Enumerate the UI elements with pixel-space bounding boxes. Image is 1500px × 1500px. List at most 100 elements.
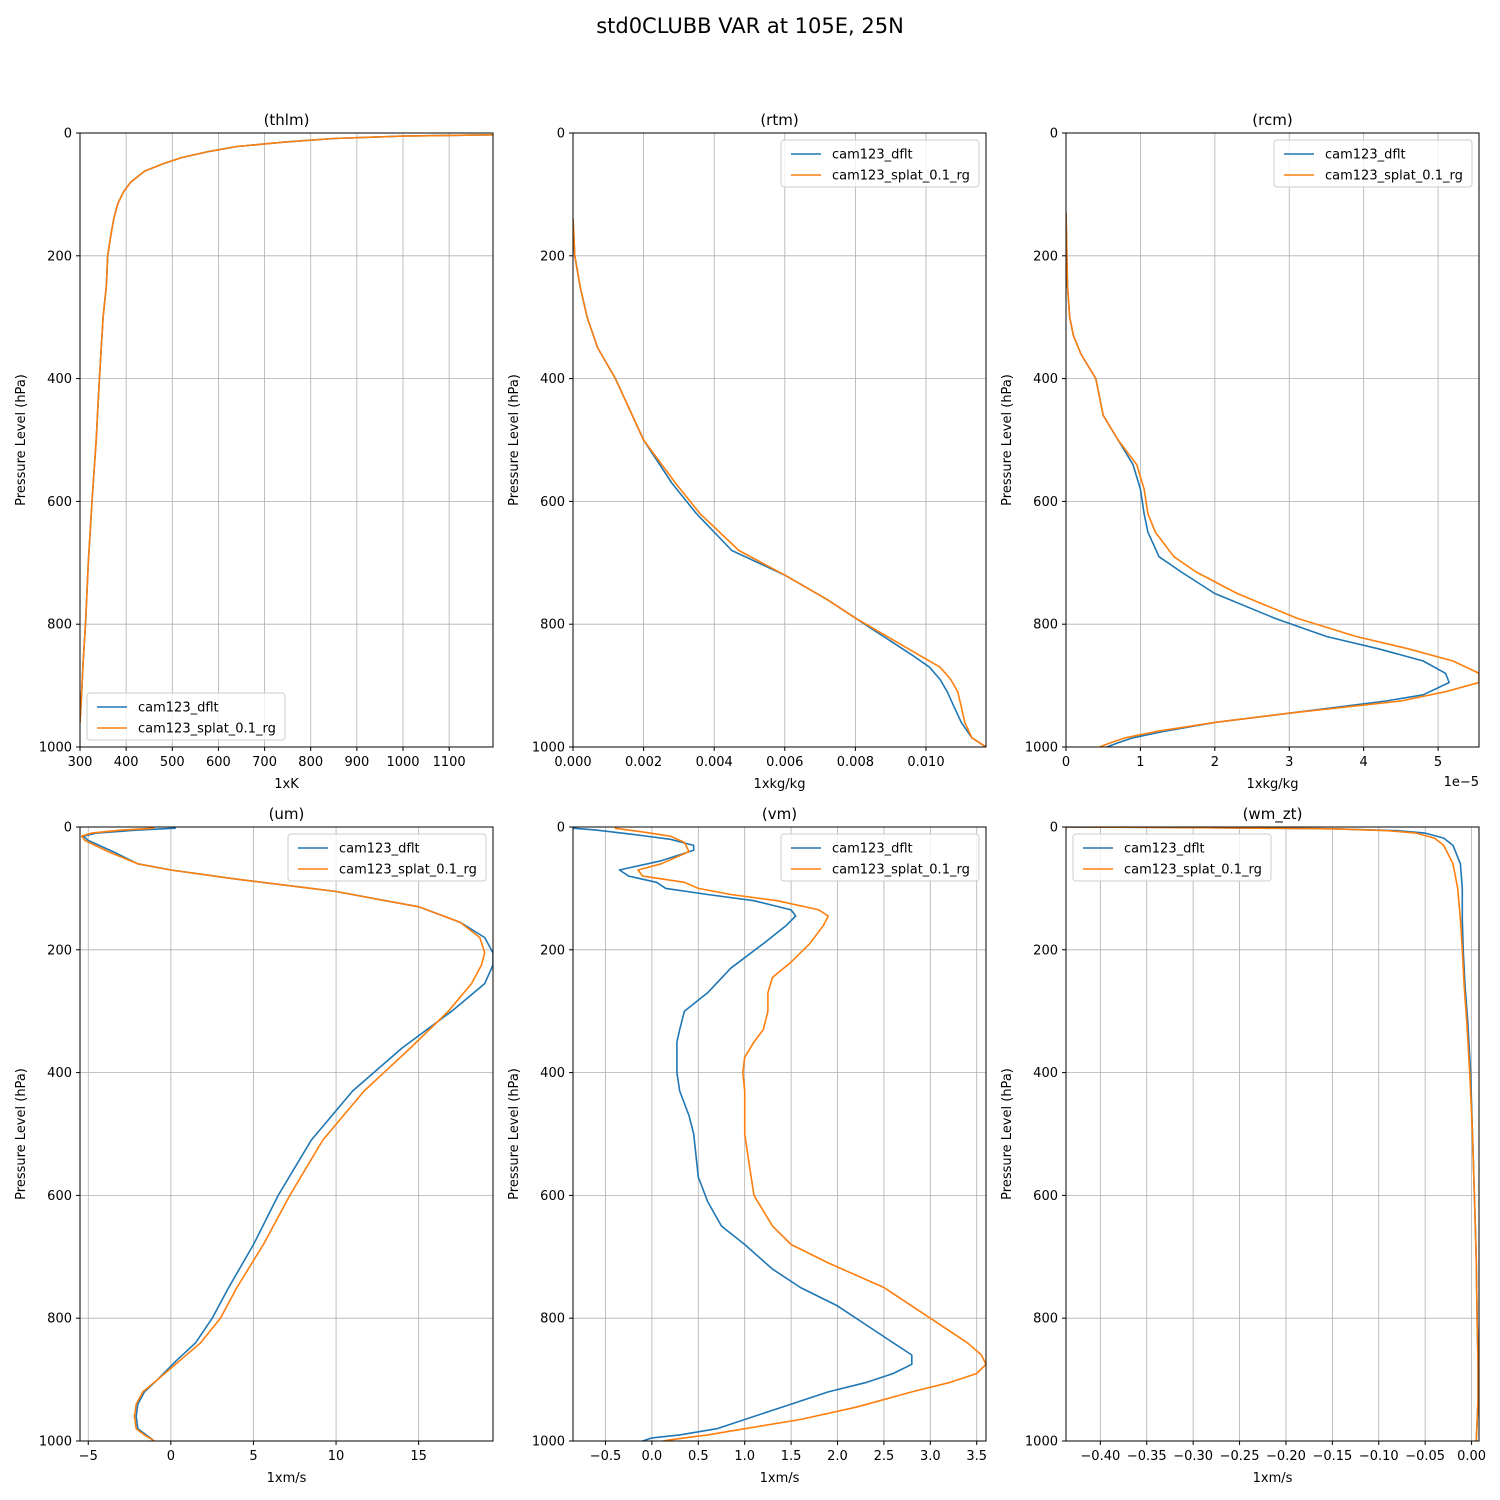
x-tick-label: 1 [1136,755,1144,770]
y-tick-label: 400 [1033,372,1058,387]
x-tick-label: 600 [206,755,231,770]
x-axis-label: 1xm/s [267,1471,307,1486]
y-axis-label: Pressure Level (hPa) [1000,374,1015,506]
x-tick-label: 900 [344,755,369,770]
y-tick-label: 200 [1033,249,1058,264]
y-tick-label: 400 [1033,1066,1058,1081]
x-tick-label: 0.0 [642,1449,663,1464]
y-tick-label: 1000 [1025,1435,1058,1450]
y-tick-label: 200 [47,249,72,264]
x-tick-label: 3 [1285,755,1293,770]
x-axis-label: 1xK [274,777,299,792]
legend: cam123_dflt cam123_splat_0.1_rg [780,139,980,188]
x-tick-label: 0.002 [625,755,662,770]
y-tick-label: 600 [47,1189,72,1204]
y-tick-label: 800 [1033,618,1058,633]
y-tick-label: 800 [47,618,72,633]
y-tick-label: 200 [47,943,72,958]
legend-label: cam123_dflt [832,842,913,857]
y-tick-label: 800 [540,1312,565,1327]
legend-box [1273,139,1473,188]
subplot-5: −0.5 0.0 0.5 1.0 1.5 2.0 2.5 3.0 3.5 0 200 400 600 80… [507,805,987,1486]
legend-label: cam123_splat_0.1_rg [1325,169,1463,184]
series-group [1066,827,1479,1441]
x-tick-label: 5 [1434,755,1442,770]
y-tick-label: 600 [1033,495,1058,510]
x-tick-label: −0.40 [1080,1449,1120,1464]
y-tick-label: 400 [540,372,565,387]
x-axis-label: 1xkg/kg [1247,777,1299,792]
series-line-1 [82,827,493,1441]
x-tick-label: 0.5 [688,1449,709,1464]
x-tick-label: −0.15 [1312,1449,1352,1464]
legend-label: cam123_dflt [1325,148,1406,163]
y-tick-label: 0 [1050,127,1058,142]
axes-frame [1065,132,1480,748]
x-tick-label: 0 [167,1449,175,1464]
axes-frame [572,826,987,1442]
legend-label: cam123_dflt [1124,842,1205,857]
legend-label: cam123_dflt [339,842,420,857]
figure-title: std0CLUBB VAR at 105E, 25N [596,14,904,38]
subplot-title: (rtm) [760,111,798,129]
series-line-1 [573,218,986,747]
y-tick-label: 600 [47,495,72,510]
x-tick-label: −0.10 [1359,1449,1399,1464]
x-tick-label: 5 [249,1449,257,1464]
legend-label: cam123_splat_0.1_rg [339,863,477,878]
x-tick-label: 500 [160,755,185,770]
subplot-1: 300 400 500 600 700 800 900 1000 1100 0 200 400 600 8… [14,111,494,792]
y-tick-label: 800 [47,1312,72,1327]
legend-label: cam123_splat_0.1_rg [1124,863,1262,878]
legend-label: cam123_splat_0.1_rg [832,169,970,184]
x-tick-label: 300 [68,755,93,770]
x-tick-label: 2.5 [874,1449,895,1464]
subplot-4: −5 0 5 10 15 0 200 400 600 800 1000 (um) 1xm/s Pressu… [14,805,494,1486]
series-line-1 [573,827,913,1441]
series-group [573,218,986,747]
series-group [80,134,493,723]
x-tick-label: −5 [79,1449,98,1464]
y-tick-label: 0 [64,127,72,142]
series-line-1 [1066,827,1479,1441]
series-group [80,827,493,1441]
y-tick-label: 0 [64,821,72,836]
series-line-1 [80,134,493,723]
x-tick-label: 3.5 [966,1449,987,1464]
x-tick-label: 0.010 [907,755,944,770]
y-axis-label: Pressure Level (hPa) [507,374,522,506]
series-line-1 [1066,212,1450,747]
y-tick-label: 0 [1050,821,1058,836]
x-tick-label: 400 [114,755,139,770]
legend: cam123_dflt cam123_splat_0.1_rg [287,833,487,882]
subplot-title: (thlm) [264,111,310,129]
y-tick-label: 400 [540,1066,565,1081]
y-axis-label: Pressure Level (hPa) [1000,1068,1015,1200]
x-tick-label: 0.000 [554,755,591,770]
x-tick-label: 4 [1360,755,1368,770]
subplot-title: (um) [269,805,305,823]
legend: cam123_dflt cam123_splat_0.1_rg [86,692,286,741]
legend-box [86,692,286,741]
x-tick-label: 800 [298,755,323,770]
x-tick-label: 3.0 [920,1449,941,1464]
y-tick-label: 200 [540,249,565,264]
subplot-title: (rcm) [1252,111,1292,129]
x-tick-label: −0.20 [1266,1449,1306,1464]
subplot-2: 0.000 0.002 0.004 0.006 0.008 0.010 0 200 400 600… [507,111,987,792]
x-tick-label: 1000 [386,755,419,770]
x-tick-label: 0.008 [837,755,874,770]
x-tick-label: −0.05 [1405,1449,1445,1464]
x-tick-label: 700 [252,755,277,770]
legend-box [780,833,980,882]
series-line-2 [80,827,486,1441]
y-tick-label: 800 [1033,1312,1058,1327]
axes-frame [1065,826,1480,1442]
x-tick-label: 0.006 [766,755,803,770]
x-tick-label: −0.35 [1127,1449,1167,1464]
legend-label: cam123_dflt [138,701,219,716]
y-tick-label: 400 [47,1066,72,1081]
y-tick-label: 1000 [1025,741,1058,756]
